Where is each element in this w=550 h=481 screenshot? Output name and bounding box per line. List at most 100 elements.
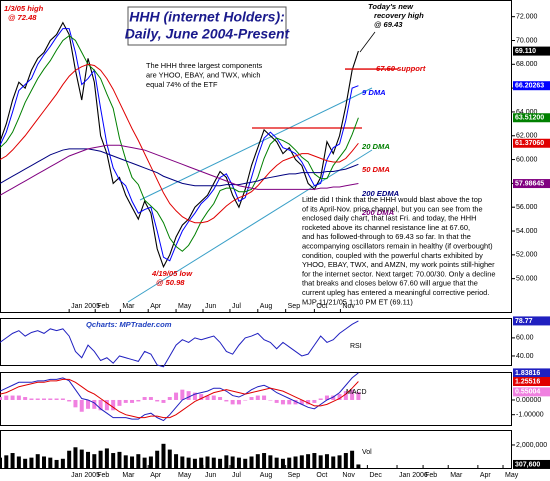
bar: [205, 456, 210, 468]
x-tick-label: Mar: [450, 472, 463, 479]
bar: [230, 399, 235, 405]
bar: [205, 395, 210, 400]
bar: [324, 395, 329, 400]
bar: [350, 389, 355, 400]
channel-lower: [127, 149, 373, 303]
y-tick-label: 64.000: [516, 109, 538, 116]
y-tick-label: 50.000: [516, 276, 538, 283]
series-line: [0, 372, 359, 422]
bar: [255, 395, 260, 400]
series-line: [0, 144, 359, 196]
bar: [117, 451, 122, 468]
bar: [180, 389, 185, 400]
x-tick-label: Feb: [97, 303, 109, 310]
bar: [262, 395, 267, 400]
annotation: 4/19/05 low: [151, 269, 193, 278]
bar: [148, 456, 153, 468]
bar: [98, 450, 103, 468]
bar: [23, 458, 28, 468]
bar: [167, 397, 172, 400]
bar: [92, 399, 97, 409]
x-tick-label: Jan 2005: [71, 472, 100, 479]
y-tick-label: 54.000: [516, 228, 538, 235]
bar: [350, 450, 355, 468]
end-label-box: [513, 46, 550, 56]
bar: [117, 399, 122, 406]
x-tick-label: Sep: [288, 303, 301, 310]
bar: [79, 399, 84, 412]
bar: [60, 398, 65, 400]
x-tick-label: Jan 2006: [399, 472, 428, 479]
x-tick-label: Jan 2005: [71, 303, 100, 310]
bar: [337, 455, 342, 468]
bar: [130, 399, 135, 403]
note-text: condition, coupled with the powerful cha…: [302, 251, 483, 260]
annotation: @ 72.48: [8, 13, 37, 22]
panel: [0, 0, 512, 313]
bar: [224, 399, 229, 402]
note-text: for the internet sector. Next target: 70…: [302, 269, 496, 278]
bar: [161, 443, 166, 468]
note-text: equal 74% of the ETF: [146, 80, 218, 89]
x-tick-label: Dec: [369, 472, 382, 479]
series-line: [0, 28, 359, 262]
x-tick-label: Jul: [232, 472, 241, 479]
end-label: 78.77: [515, 318, 533, 325]
bar: [16, 395, 21, 400]
bar: [123, 399, 128, 403]
bar: [92, 454, 97, 468]
bar: [299, 399, 304, 405]
note-text: accompanying oscillators remain in healt…: [302, 241, 493, 250]
bar: [4, 455, 9, 468]
note-text: and has followed-through to 69.43 so far…: [302, 232, 471, 241]
bar: [54, 459, 59, 468]
x-tick-label: May: [178, 472, 192, 479]
bar: [86, 451, 91, 468]
bar: [54, 398, 59, 400]
bar: [287, 457, 292, 468]
bar: [255, 454, 260, 468]
series-line: [0, 21, 359, 269]
bar: [218, 458, 223, 468]
annotation: @ 50.98: [156, 278, 185, 287]
bar: [174, 392, 179, 400]
series-line: [0, 35, 359, 252]
annotation: 1/3/05 high: [4, 4, 44, 13]
end-label-box: [513, 368, 550, 378]
x-tick-label: Sep: [288, 472, 301, 479]
x-tick-label: Aug: [260, 303, 273, 310]
bar: [136, 454, 141, 468]
chart-title: Daily, June 2004-Present: [125, 26, 291, 42]
end-label: 57.98645: [515, 180, 544, 187]
title-box: [127, 6, 287, 46]
note-text: that breaks and closes below 67.60 will …: [302, 279, 478, 288]
end-label: 1.83816: [515, 370, 540, 377]
bar: [67, 399, 72, 402]
source: Qcharts: MPTrader.com: [86, 320, 172, 329]
y-tick-label: 60.000: [516, 156, 538, 163]
y-tick-label: 56.000: [516, 204, 538, 211]
bar: [199, 394, 204, 400]
bar: [306, 454, 311, 468]
bar: [249, 456, 254, 468]
bar: [324, 454, 329, 468]
series-line: [0, 378, 359, 419]
bar: [174, 454, 179, 468]
end-label-box: [513, 459, 550, 469]
panel-label: Vol: [362, 449, 372, 456]
bar: [356, 391, 361, 400]
channel-upper: [139, 87, 373, 201]
bar: [104, 399, 109, 411]
bar: [274, 399, 279, 403]
series-name: 9 DMA: [362, 88, 386, 97]
note-text: MJP 11/21/05 1:10 PM ET (69.11): [302, 297, 413, 306]
bar: [73, 447, 78, 468]
bar: [192, 458, 197, 468]
x-tick-label: Nov: [342, 303, 355, 310]
panel-label: MACD: [346, 389, 367, 396]
bar: [192, 392, 197, 400]
series-line: [0, 148, 359, 187]
bar: [42, 456, 47, 468]
bar: [236, 399, 241, 405]
end-label-box: [513, 113, 550, 123]
